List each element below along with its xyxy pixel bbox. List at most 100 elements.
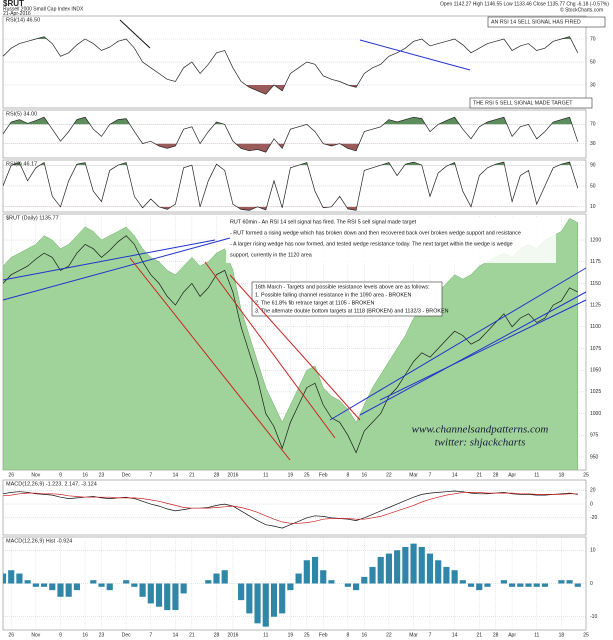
- x-tick-label: 21: [476, 472, 482, 478]
- x-tick-label: 28: [493, 632, 499, 638]
- bar: [147, 583, 154, 604]
- x-tick-label: Feb: [319, 472, 328, 478]
- trendline: [119, 19, 151, 49]
- y-tick-label: 1000: [590, 411, 601, 417]
- x-tick-label: 25: [304, 472, 310, 478]
- panel-title: MACD(12,26,9) Hist -0.924: [6, 538, 72, 544]
- bar: [451, 570, 458, 584]
- y-tick-label: 70: [590, 36, 596, 42]
- bar: [49, 583, 56, 591]
- bar: [328, 580, 335, 584]
- panel-title: MACD(12,26,9) -1.223, 2.147, -3.124: [6, 481, 97, 487]
- panel-title: RSI(2) 46.17: [6, 161, 37, 167]
- oversold-fill: [154, 143, 360, 153]
- panel: -20 0 20 MACD(12,26,9) -1.223, 2.147, -3.12…: [2, 479, 597, 536]
- x-tick-label: Apr: [508, 632, 516, 638]
- bar: [509, 583, 516, 587]
- trendline: [129, 257, 291, 461]
- line: [3, 492, 578, 524]
- line: [3, 235, 578, 454]
- bar: [73, 583, 80, 591]
- bar: [435, 560, 442, 584]
- bar: [221, 570, 228, 584]
- bar: [533, 583, 540, 587]
- bar: [40, 583, 48, 587]
- bar: [541, 583, 549, 587]
- bar: [361, 576, 368, 584]
- bar: [410, 543, 417, 584]
- x-tick-label: 19: [288, 632, 294, 638]
- plot-clip: [3, 161, 579, 211]
- chart-date: 21-Apr-2016: [3, 11, 31, 17]
- x-tick-label: 2016: [227, 632, 238, 638]
- x-tick-label: 25: [583, 632, 589, 638]
- annotation-box: [469, 97, 593, 109]
- y-tick-label: 1150: [590, 281, 601, 287]
- panel: 9509751000102510501075110011251150117512…: [2, 213, 601, 478]
- y-tick-label: 0: [590, 501, 593, 507]
- panel: 30 70 RSI(5) 34.00: [2, 109, 596, 159]
- x-tick-label: 9: [59, 472, 62, 478]
- x-tick-label: 7: [149, 472, 152, 478]
- line: [3, 116, 579, 153]
- bar: [484, 583, 491, 587]
- x-tick-label: 14: [452, 472, 458, 478]
- bar: [270, 583, 278, 617]
- y-tick-label: 950: [590, 454, 599, 460]
- line: [3, 161, 579, 211]
- y-tick-label: -10: [590, 614, 597, 620]
- x-tick-label: 11: [263, 632, 268, 638]
- index-name: Russell 2000 Small Cap Index INDX: [3, 6, 84, 12]
- x-tick-label: 16: [82, 632, 88, 638]
- bar: [385, 553, 393, 584]
- annotation: THE RSI 5 SELL SIGNAL MADE TARGET: [473, 100, 573, 106]
- bar: [213, 573, 220, 584]
- bar: [566, 580, 573, 584]
- bar: [558, 580, 565, 584]
- bar: [155, 583, 163, 607]
- trendline: [204, 261, 336, 439]
- bar: [418, 546, 425, 584]
- bar: [246, 583, 253, 614]
- y-tick-label: 50: [590, 59, 596, 65]
- x-tick-label: 21: [189, 632, 195, 638]
- trendline: [329, 267, 587, 421]
- symbol: $RUT: [3, 0, 24, 8]
- x-tick-label: 7: [429, 472, 432, 478]
- x-tick-label: 25: [304, 632, 310, 638]
- x-tick-label: Mar: [409, 632, 418, 638]
- bar: [8, 570, 15, 584]
- bar: [131, 583, 138, 587]
- x-tick-label: Dec: [122, 472, 131, 478]
- y-tick-label: 30: [590, 141, 596, 147]
- note: - A larger rising wedge has now formed, …: [230, 241, 513, 247]
- bar: [426, 553, 434, 584]
- bar: [172, 583, 179, 611]
- x-tick-label: 16: [362, 632, 368, 638]
- x-tick-label: Apr: [508, 472, 516, 478]
- x-tick-label: 9: [59, 632, 62, 638]
- bar: [238, 583, 245, 601]
- x-tick-label: 2016: [227, 472, 238, 478]
- bar: [90, 580, 97, 584]
- note-box: [226, 217, 556, 263]
- x-tick-label: 14: [173, 472, 179, 478]
- bar: [459, 580, 466, 584]
- note: 3. The alternate double bottom targets a…: [255, 308, 449, 314]
- x-tick-label: 18: [559, 472, 565, 478]
- bar: [500, 580, 507, 584]
- bar: [295, 573, 302, 584]
- overbought-fill: [9, 117, 572, 125]
- watermark: www.channelsandpatterns.com: [412, 424, 549, 436]
- y-tick-label: 90: [590, 163, 596, 169]
- y-tick-label: 0: [590, 581, 593, 587]
- panel-frame: [2, 159, 587, 213]
- x-tick-label: 21: [476, 632, 482, 638]
- panel-frame: [2, 109, 587, 159]
- y-tick-label: 1100: [590, 324, 601, 330]
- y-tick-label: 1050: [590, 368, 601, 374]
- panel-title: RSI(5) 34.00: [6, 111, 37, 117]
- y-tick-label: 10: [590, 548, 596, 554]
